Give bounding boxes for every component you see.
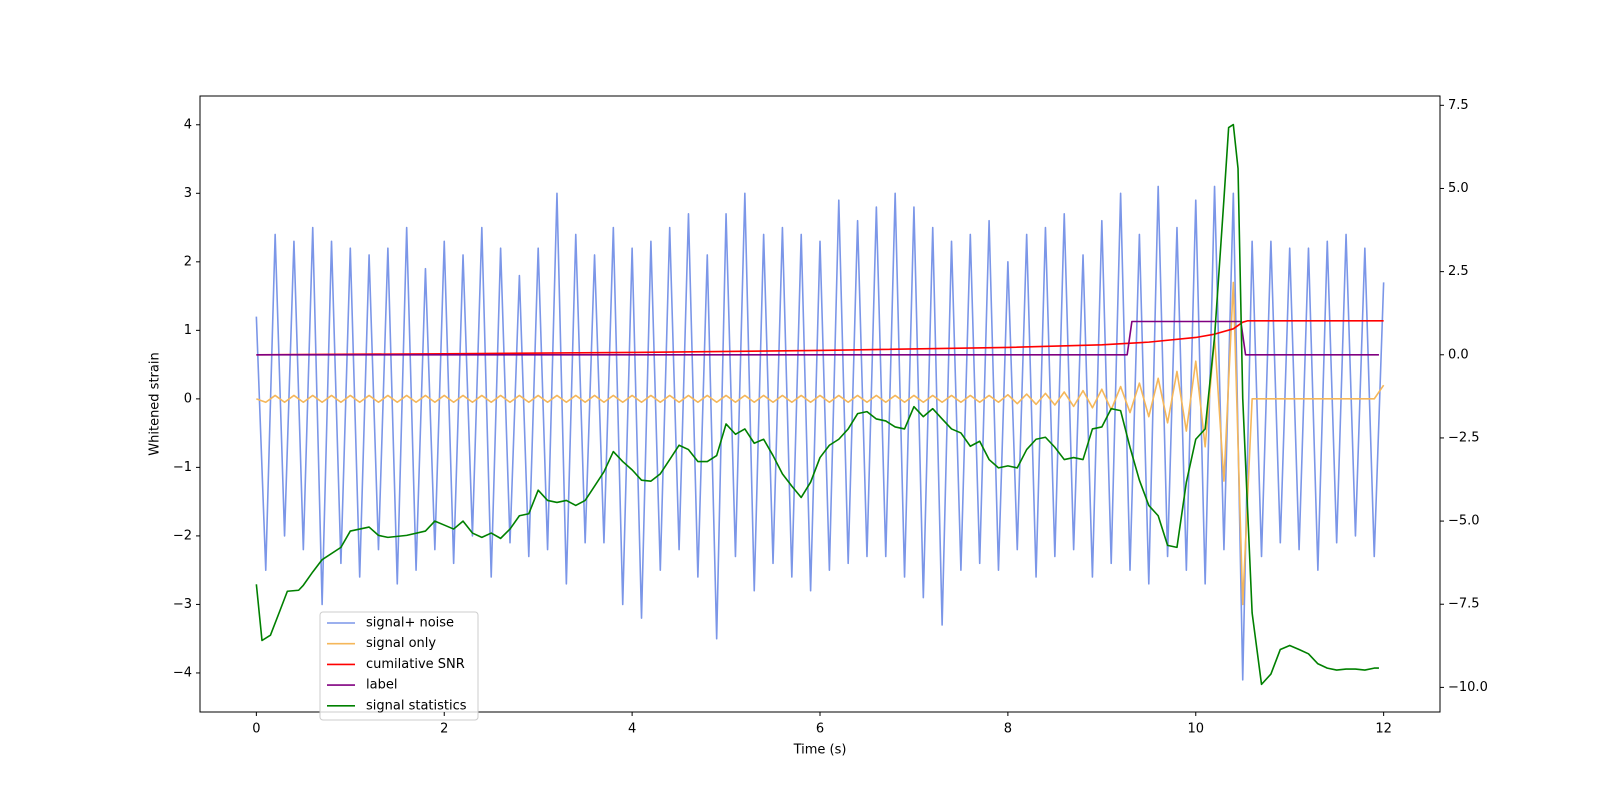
x-tick-label: 10 — [1187, 722, 1204, 737]
y-axis-label: Whitened strain — [148, 352, 163, 455]
y-tick-label: −4 — [173, 665, 192, 680]
y2-tick-label: 0.0 — [1448, 347, 1469, 362]
y2-tick-label: −5.0 — [1448, 514, 1480, 529]
y2-tick-label: −10.0 — [1448, 680, 1488, 695]
x-tick-label: 4 — [628, 722, 636, 737]
x-tick-label: 6 — [816, 722, 824, 737]
y-tick-label: −2 — [173, 528, 192, 543]
y-tick-label: 1 — [184, 323, 192, 338]
y-tick-label: 3 — [184, 186, 192, 201]
series-line — [256, 320, 1379, 356]
y-tick-label: −1 — [173, 460, 192, 475]
y-tick-label: −3 — [173, 597, 192, 612]
y-tick-label: 4 — [184, 117, 192, 132]
x-tick-label: 2 — [440, 722, 448, 737]
legend-label: signal statistics — [366, 698, 467, 713]
series-line — [256, 281, 1385, 606]
legend-frame — [319, 611, 479, 721]
y-tick-label: 2 — [184, 254, 192, 269]
x-axis-label: Time (s) — [793, 743, 847, 758]
series-line — [255, 123, 1379, 686]
legend-label: signal+ noise — [366, 616, 454, 631]
x-tick-label: 8 — [1004, 722, 1012, 737]
plot-area — [255, 123, 1385, 686]
legend-label: cumilative SNR — [366, 657, 465, 672]
y2-tick-label: 5.0 — [1448, 181, 1469, 196]
y2-tick-label: −7.5 — [1448, 597, 1480, 612]
legend: signal+ noise signal only cumilative SNR la… — [319, 611, 479, 721]
y-tick-label: 0 — [184, 391, 192, 406]
y2-tick-label: 2.5 — [1448, 264, 1469, 279]
legend-label: signal only — [366, 636, 436, 651]
x-tick-label: 0 — [252, 722, 260, 737]
legend-label: label — [366, 678, 397, 693]
y2-tick-label: 7.5 — [1448, 98, 1469, 113]
y2-tick-label: −2.5 — [1448, 430, 1480, 445]
x-tick-label: 12 — [1375, 722, 1392, 737]
series-line — [256, 320, 1384, 356]
series-line — [255, 185, 1385, 681]
